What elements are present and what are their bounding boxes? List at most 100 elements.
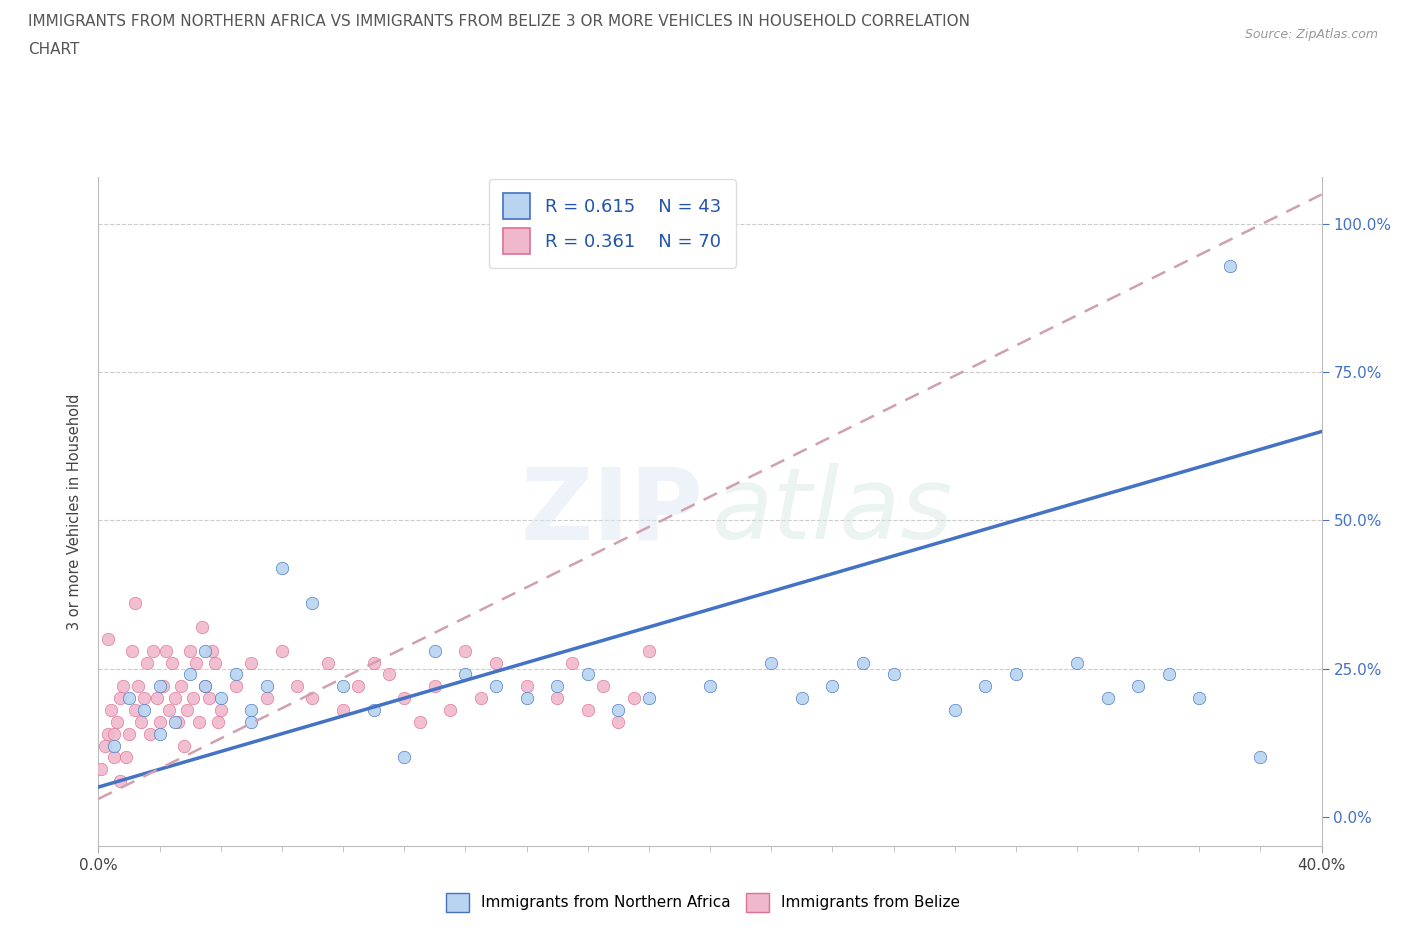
Point: [149, 726, 172, 741]
Point: [1157, 667, 1180, 682]
Point: [332, 679, 354, 694]
Point: [97, 631, 120, 646]
Point: [157, 702, 180, 717]
Point: [439, 702, 461, 717]
Text: ZIP: ZIP: [520, 463, 703, 560]
Point: [270, 644, 294, 658]
Point: [576, 667, 599, 682]
Point: [194, 679, 217, 694]
Point: [186, 655, 208, 670]
Point: [145, 691, 167, 706]
Point: [576, 702, 599, 717]
Point: [197, 691, 219, 706]
Point: [1097, 691, 1119, 706]
Point: [423, 679, 446, 694]
Point: [204, 655, 226, 670]
Point: [561, 655, 583, 670]
Point: [163, 691, 186, 706]
Point: [207, 714, 229, 729]
Point: [546, 679, 568, 694]
Legend: R = 0.615    N = 43, R = 0.361    N = 70: R = 0.615 N = 43, R = 0.361 N = 70: [489, 179, 735, 268]
Point: [194, 679, 217, 694]
Point: [423, 644, 446, 658]
Point: [188, 714, 211, 729]
Point: [139, 726, 162, 741]
Point: [108, 774, 131, 789]
Point: [142, 644, 165, 658]
Point: [256, 691, 278, 706]
Point: [623, 691, 645, 706]
Point: [173, 738, 195, 753]
Point: [1250, 750, 1272, 764]
Point: [607, 714, 630, 729]
Point: [852, 655, 875, 670]
Point: [103, 738, 125, 753]
Text: CHART: CHART: [28, 42, 80, 57]
Point: [240, 702, 263, 717]
Point: [485, 655, 508, 670]
Point: [392, 750, 416, 764]
Point: [943, 702, 966, 717]
Point: [191, 619, 214, 634]
Point: [134, 702, 156, 717]
Point: [152, 679, 174, 694]
Point: [516, 679, 538, 694]
Point: [301, 596, 323, 611]
Point: [485, 679, 508, 694]
Point: [170, 679, 193, 694]
Point: [607, 702, 630, 717]
Point: [127, 679, 149, 694]
Point: [546, 691, 568, 706]
Point: [124, 596, 146, 611]
Point: [179, 644, 201, 658]
Point: [883, 667, 905, 682]
Text: atlas: atlas: [711, 463, 953, 560]
Point: [176, 702, 198, 717]
Point: [270, 561, 294, 576]
Point: [115, 750, 138, 764]
Point: [108, 691, 131, 706]
Point: [111, 679, 134, 694]
Point: [516, 691, 538, 706]
Point: [638, 644, 661, 658]
Point: [1188, 691, 1211, 706]
Point: [821, 679, 844, 694]
Point: [225, 667, 247, 682]
Point: [105, 714, 128, 729]
Point: [316, 655, 339, 670]
Point: [1066, 655, 1088, 670]
Y-axis label: 3 or more Vehicles in Household: 3 or more Vehicles in Household: [67, 393, 83, 630]
Point: [454, 644, 477, 658]
Point: [100, 702, 122, 717]
Text: IMMIGRANTS FROM NORTHERN AFRICA VS IMMIGRANTS FROM BELIZE 3 OR MORE VEHICLES IN : IMMIGRANTS FROM NORTHERN AFRICA VS IMMIG…: [28, 14, 970, 29]
Text: Source: ZipAtlas.com: Source: ZipAtlas.com: [1244, 28, 1378, 41]
Point: [103, 750, 125, 764]
Point: [470, 691, 492, 706]
Point: [90, 762, 112, 777]
Point: [93, 738, 115, 753]
Point: [194, 644, 217, 658]
Point: [1004, 667, 1026, 682]
Point: [363, 655, 385, 670]
Point: [240, 655, 263, 670]
Point: [790, 691, 813, 706]
Point: [332, 702, 354, 717]
Point: [256, 679, 278, 694]
Point: [118, 691, 141, 706]
Point: [200, 644, 222, 658]
Point: [301, 691, 323, 706]
Point: [163, 714, 186, 729]
Point: [378, 667, 401, 682]
Point: [363, 702, 385, 717]
Point: [179, 667, 201, 682]
Point: [136, 655, 159, 670]
Point: [240, 714, 263, 729]
Point: [592, 679, 614, 694]
Point: [155, 644, 177, 658]
Point: [167, 714, 190, 729]
Point: [209, 702, 232, 717]
Point: [699, 679, 721, 694]
Point: [638, 691, 661, 706]
Point: [1219, 259, 1241, 273]
Point: [121, 644, 143, 658]
